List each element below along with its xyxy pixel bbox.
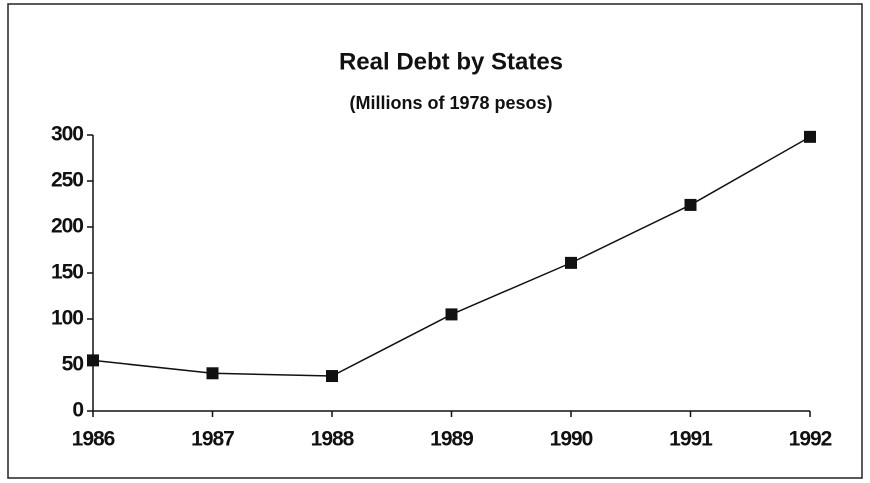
point-marker	[206, 367, 219, 380]
x-tick-label: 1992	[789, 428, 832, 451]
chart-frame	[7, 3, 863, 479]
point-marker	[565, 256, 577, 269]
x-tick-label: 1991	[669, 428, 713, 451]
x-tick-label: 1990	[550, 428, 593, 451]
y-tick-label: 150	[51, 261, 83, 284]
x-tick-label: 1988	[311, 428, 355, 451]
point-marker	[326, 370, 338, 383]
chart-subtitle: (Millions of 1978 pesos)	[349, 93, 552, 113]
point-marker	[684, 198, 697, 211]
point-marker	[445, 308, 458, 321]
x-tick-label: 1989	[430, 428, 473, 451]
x-tick-label: 1986	[72, 428, 115, 451]
y-tick-label: 250	[51, 169, 83, 192]
y-tick-label: 100	[51, 307, 83, 330]
point-marker	[87, 354, 99, 367]
chart-title: Real Debt by States	[339, 48, 563, 75]
y-tick-label: 300	[51, 123, 83, 146]
line	[92, 136, 811, 377]
y-tick-label: 50	[62, 353, 84, 376]
point-marker	[804, 130, 816, 143]
y-tick-label: 0	[72, 399, 83, 422]
x-tick-label: 1987	[191, 428, 234, 451]
y-tick-label: 200	[51, 215, 83, 238]
